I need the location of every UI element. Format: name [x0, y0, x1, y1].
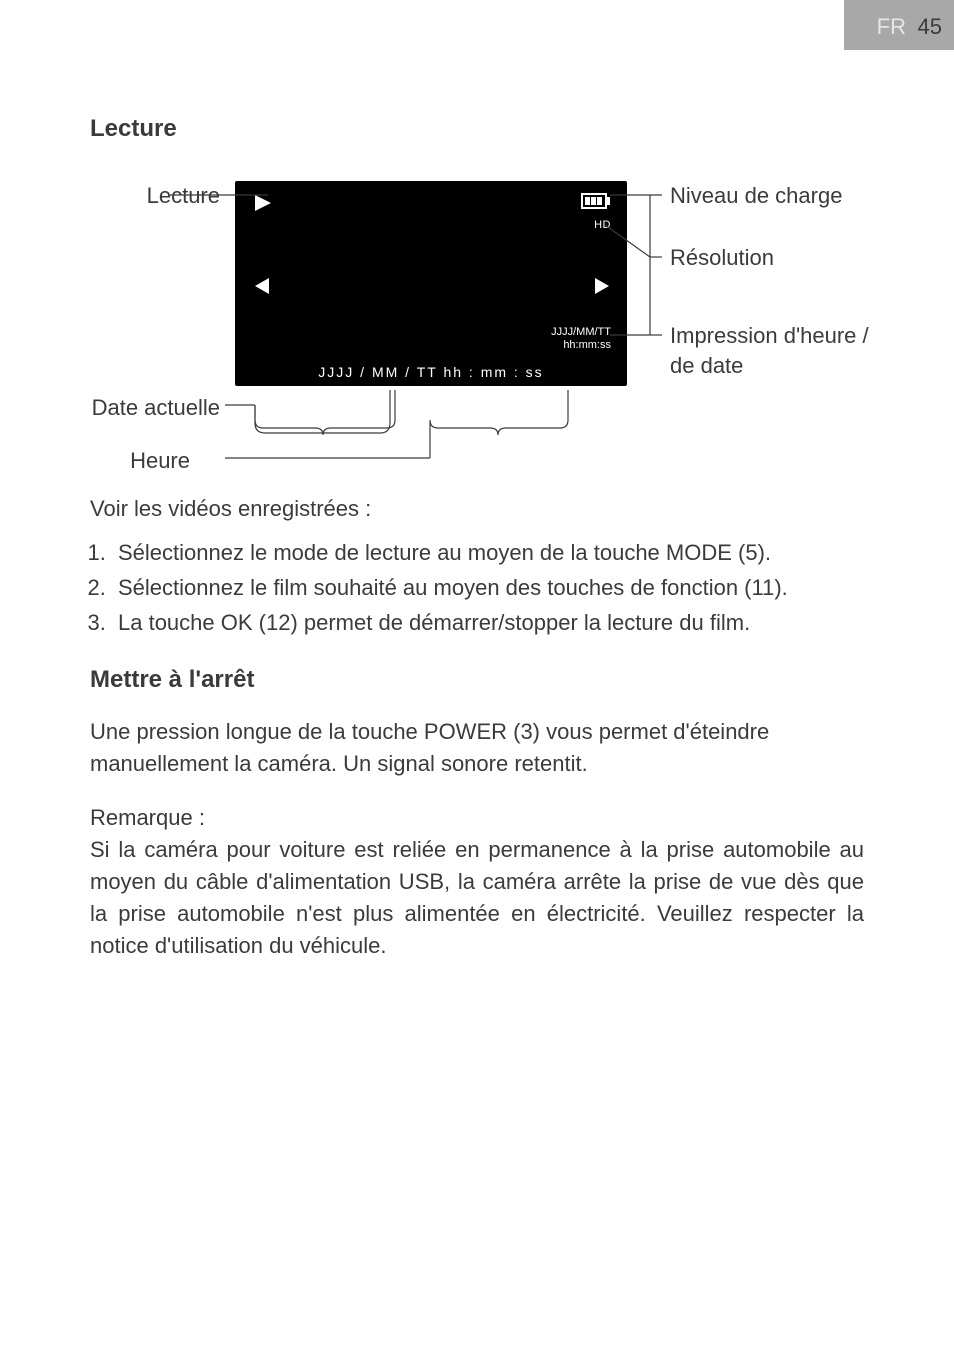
date-time-bar: JJJJ / MM / TT hh : mm : ss: [235, 364, 627, 386]
intro-text: Voir les vidéos enregistrées :: [90, 493, 864, 525]
battery-icon: [581, 193, 611, 209]
arrow-right-icon: [593, 276, 611, 296]
mettre-paragraph: Une pression longue de la touche POWER (…: [90, 716, 864, 780]
remarque-label: Remarque :: [90, 802, 864, 834]
step-3: La touche OK (12) permet de démarrer/sto…: [112, 605, 864, 640]
lang-code: FR: [877, 14, 906, 40]
step-1: Sélectionnez le mode de lecture au moyen…: [112, 535, 864, 570]
label-resolution: Résolution: [670, 245, 774, 271]
screen-mock: HD JJJJ/MM/TT hh:mm:ss JJJJ / MM / TT hh…: [235, 181, 627, 386]
timestamp-imprint: JJJJ/MM/TT hh:mm:ss: [551, 326, 611, 352]
stamp-date: JJJJ/MM/TT: [551, 326, 611, 339]
label-heure: Heure: [90, 448, 190, 474]
page-language-tab: FR 45: [844, 0, 954, 50]
resolution-text: HD: [594, 219, 611, 231]
arrow-left-icon: [253, 276, 271, 296]
page-number: 45: [918, 14, 942, 40]
stamp-time: hh:mm:ss: [551, 339, 611, 352]
label-lecture: Lecture: [90, 183, 220, 209]
label-impression-l1: Impression d'heure /: [670, 323, 869, 349]
steps-list: Sélectionnez le mode de lecture au moyen…: [90, 535, 864, 641]
heading-mettre: Mettre à l'arrêt: [90, 666, 864, 694]
label-impression-l2: de date: [670, 353, 743, 379]
label-date-actuelle: Date actuelle: [90, 395, 220, 421]
step-2: Sélectionnez le film souhaité au moyen d…: [112, 570, 864, 605]
label-niveau-charge: Niveau de charge: [670, 183, 842, 209]
play-icon: [253, 193, 273, 213]
heading-lecture: Lecture: [90, 115, 864, 143]
playback-diagram: HD JJJJ/MM/TT hh:mm:ss JJJJ / MM / TT hh…: [90, 165, 860, 475]
remarque-body: Si la caméra pour voiture est reliée en …: [90, 834, 864, 962]
